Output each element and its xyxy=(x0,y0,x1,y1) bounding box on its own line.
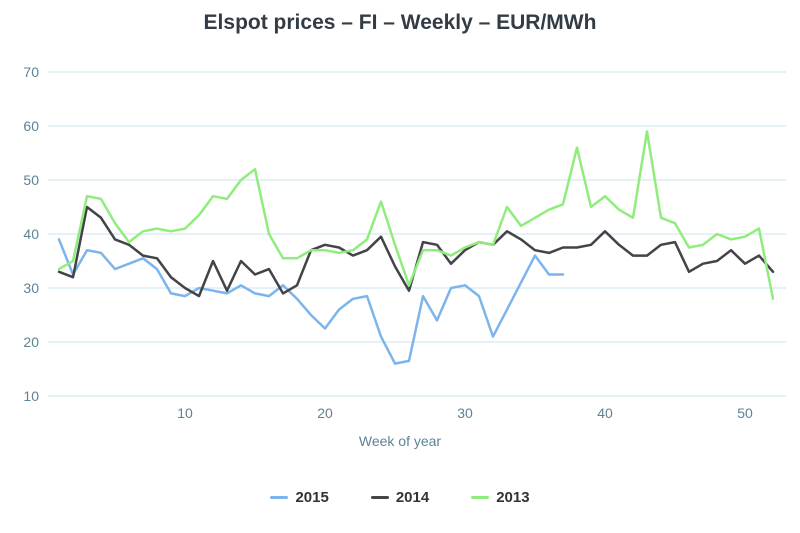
x-tick-label-40: 40 xyxy=(597,405,613,421)
legend: 2015 2014 2013 xyxy=(0,489,800,506)
legend-item-2014[interactable]: 2014 xyxy=(370,489,430,506)
y-tick-label-60: 60 xyxy=(23,118,39,134)
chart-canvas[interactable]: 10 20 30 40 50 60 70 10 20 30 40 50 xyxy=(0,48,800,433)
x-tick-label-10: 10 xyxy=(177,405,193,421)
y-tick-label-10: 10 xyxy=(23,388,39,404)
legend-item-2015[interactable]: 2015 xyxy=(270,489,329,506)
y-tick-label-50: 50 xyxy=(23,172,39,188)
x-tick-label-50: 50 xyxy=(737,405,753,421)
legend-label-2014: 2014 xyxy=(395,489,430,506)
legend-line-marker-2014 xyxy=(370,496,389,499)
y-tick-label-20: 20 xyxy=(23,334,39,350)
series-line-2015[interactable] xyxy=(57,238,565,365)
series-line-2013[interactable] xyxy=(57,130,775,301)
x-tick-label-30: 30 xyxy=(457,405,473,421)
legend-item-2013[interactable]: 2013 xyxy=(471,489,530,506)
y-tick-label-30: 30 xyxy=(23,280,39,296)
legend-label-2015: 2015 xyxy=(295,489,329,506)
y-tick-label-40: 40 xyxy=(23,226,39,242)
legend-line-marker-2015 xyxy=(270,496,289,499)
legend-line-marker-2013 xyxy=(471,496,490,499)
x-axis-title: Week of year xyxy=(358,433,442,449)
y-tick-label-70: 70 xyxy=(23,64,39,80)
chart-title: Elspot prices – FI – Weekly – EUR/MWh xyxy=(203,11,597,34)
chart-container: Elspot prices – FI – Weekly – EUR/MWh 10… xyxy=(0,10,800,533)
x-tick-label-20: 20 xyxy=(317,405,333,421)
legend-label-2013: 2013 xyxy=(496,489,530,506)
